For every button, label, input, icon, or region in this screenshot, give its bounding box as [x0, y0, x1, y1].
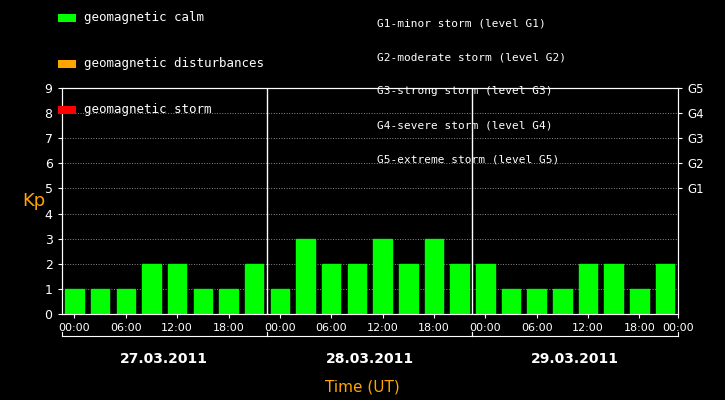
Text: geomagnetic storm: geomagnetic storm: [83, 104, 211, 116]
Bar: [245, 264, 263, 314]
Bar: [322, 264, 341, 314]
Text: G1-minor storm (level G1): G1-minor storm (level G1): [377, 18, 546, 28]
Bar: [373, 239, 392, 314]
Bar: [348, 264, 366, 314]
Text: geomagnetic disturbances: geomagnetic disturbances: [83, 58, 263, 70]
Text: 28.03.2011: 28.03.2011: [326, 352, 414, 366]
Bar: [553, 289, 571, 314]
Bar: [297, 239, 315, 314]
Text: Time (UT): Time (UT): [325, 379, 400, 394]
Y-axis label: Kp: Kp: [22, 192, 45, 210]
Bar: [219, 289, 238, 314]
Bar: [656, 264, 674, 314]
Bar: [630, 289, 649, 314]
Bar: [91, 289, 109, 314]
Bar: [502, 289, 521, 314]
Bar: [425, 239, 443, 314]
Text: G4-severe storm (level G4): G4-severe storm (level G4): [377, 120, 552, 130]
Bar: [527, 289, 546, 314]
Text: G5-extreme storm (level G5): G5-extreme storm (level G5): [377, 154, 559, 164]
Text: G3-strong storm (level G3): G3-strong storm (level G3): [377, 86, 552, 96]
Bar: [399, 264, 418, 314]
Text: 29.03.2011: 29.03.2011: [531, 352, 619, 366]
Text: geomagnetic calm: geomagnetic calm: [83, 12, 204, 24]
Bar: [168, 264, 186, 314]
Bar: [270, 289, 289, 314]
Bar: [117, 289, 135, 314]
Bar: [142, 264, 161, 314]
Bar: [194, 289, 212, 314]
Bar: [65, 289, 83, 314]
Bar: [476, 264, 494, 314]
Text: G2-moderate storm (level G2): G2-moderate storm (level G2): [377, 52, 566, 62]
Bar: [579, 264, 597, 314]
Text: 27.03.2011: 27.03.2011: [120, 352, 208, 366]
Bar: [605, 264, 623, 314]
Bar: [450, 264, 469, 314]
